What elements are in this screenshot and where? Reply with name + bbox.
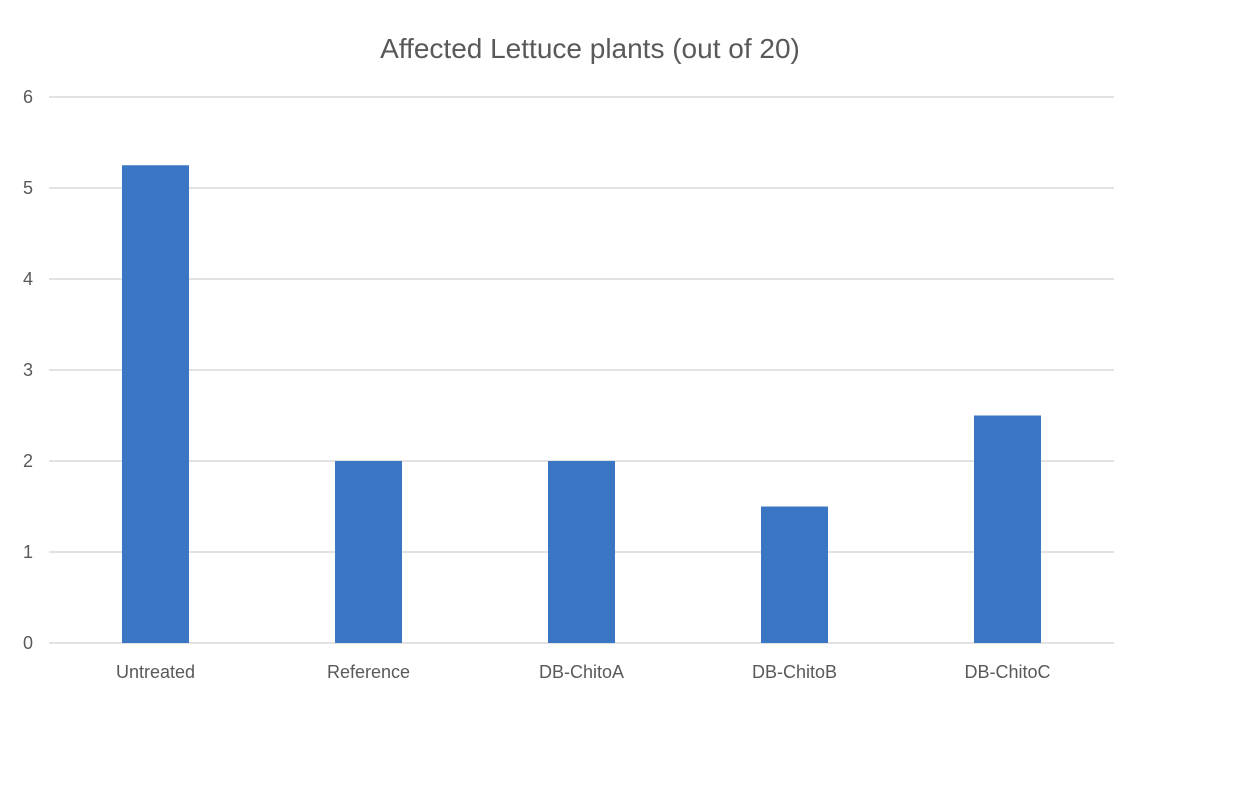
y-tick-label: 1 xyxy=(23,542,33,562)
x-tick-label: Reference xyxy=(327,662,410,682)
y-tick-label: 4 xyxy=(23,269,33,289)
x-tick-label: Untreated xyxy=(116,662,195,682)
y-tick-label: 3 xyxy=(23,360,33,380)
bar-db-chitob xyxy=(761,506,828,643)
y-tick-label: 2 xyxy=(23,451,33,471)
x-axis-tick-labels: Untreated Reference DB-ChitoA DB-ChitoB DB-C… xyxy=(116,662,1051,682)
x-tick-label: DB-ChitoB xyxy=(752,662,837,682)
bar-db-chitoc xyxy=(974,415,1041,643)
bars xyxy=(122,165,1041,643)
chart-title: Affected Lettuce plants (out of 20) xyxy=(380,33,800,64)
y-tick-label: 0 xyxy=(23,633,33,653)
bar-db-chitoa xyxy=(548,461,615,643)
bar-reference xyxy=(335,461,402,643)
y-tick-label: 5 xyxy=(23,178,33,198)
x-tick-label: DB-ChitoC xyxy=(964,662,1050,682)
y-axis-tick-labels: 0 1 2 3 4 5 6 xyxy=(23,87,33,653)
x-tick-label: DB-ChitoA xyxy=(539,662,624,682)
y-tick-label: 6 xyxy=(23,87,33,107)
bar-untreated xyxy=(122,165,189,643)
